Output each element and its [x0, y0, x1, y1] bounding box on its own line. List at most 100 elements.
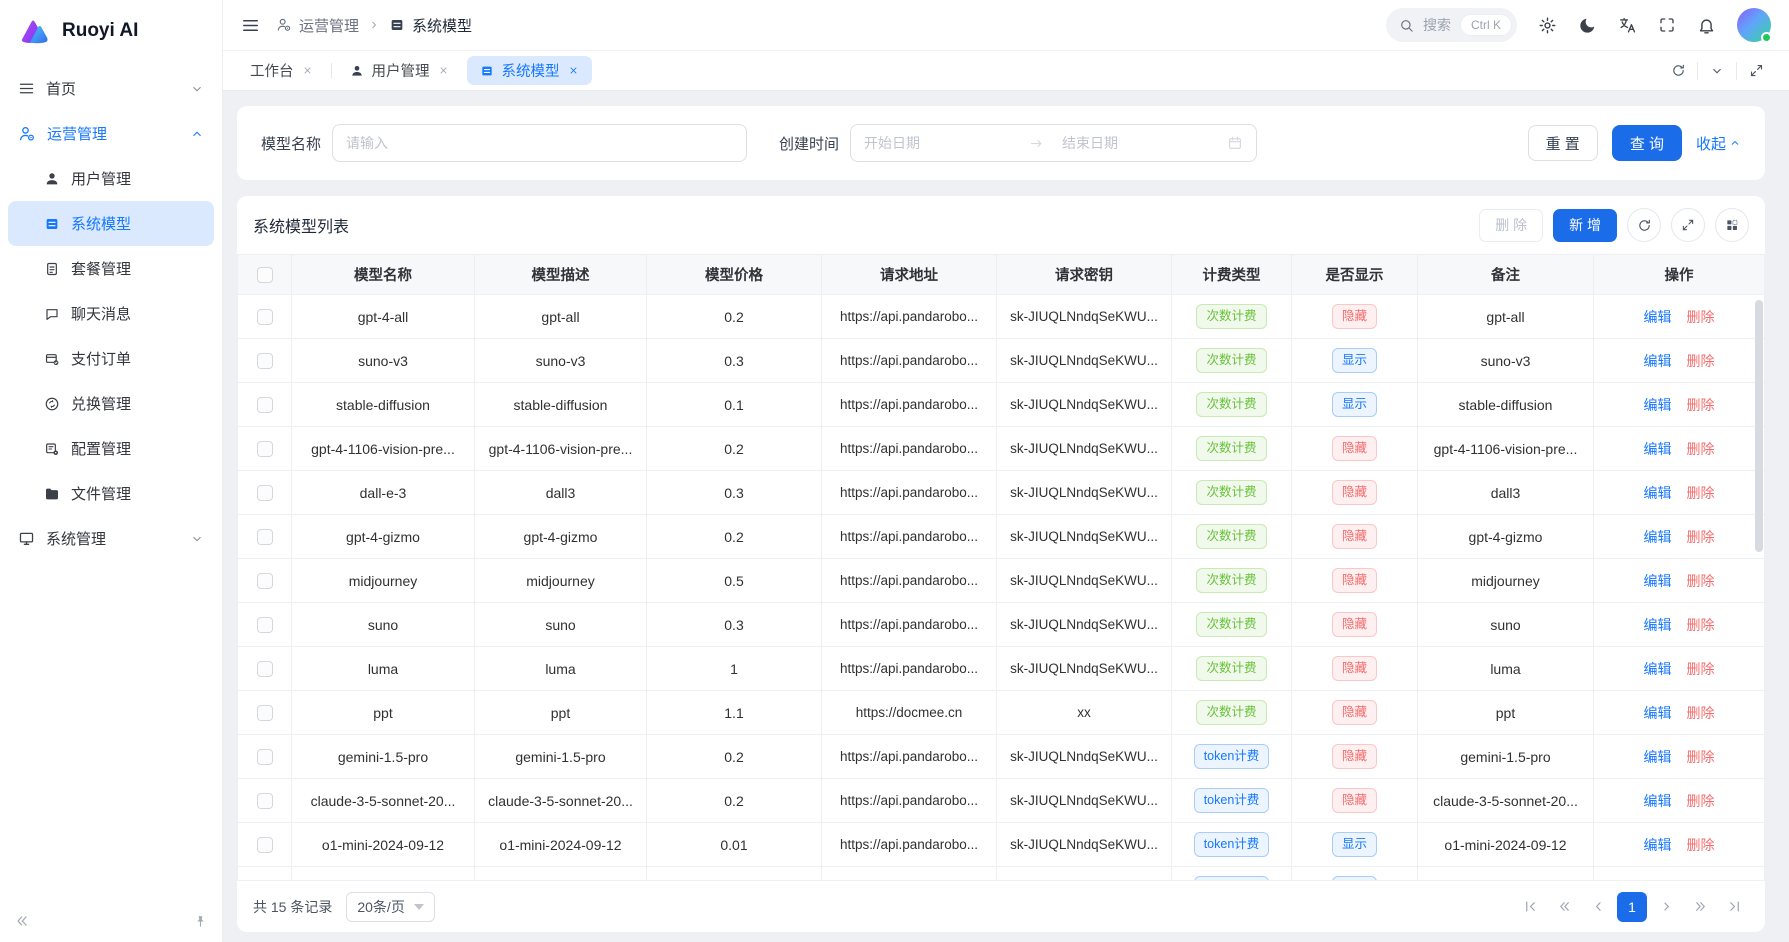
sidebar-item-user-management[interactable]: 用户管理	[8, 156, 214, 201]
edit-link[interactable]: 编辑	[1643, 396, 1672, 413]
delete-link[interactable]: 删除	[1686, 484, 1715, 501]
close-icon[interactable]	[568, 65, 579, 76]
row-checkbox[interactable]	[256, 661, 273, 678]
calendar-icon	[1229, 136, 1241, 149]
next-page-button[interactable]	[1651, 892, 1681, 922]
delete-link[interactable]: 删除	[1686, 836, 1715, 853]
edit-link[interactable]: 编辑	[1643, 308, 1672, 325]
list-icon	[391, 19, 403, 31]
caret-down-icon	[413, 903, 424, 910]
model-name-input[interactable]	[332, 124, 748, 162]
row-checkbox[interactable]	[256, 397, 273, 414]
sidebar-item-exchange[interactable]: 兑换管理	[8, 381, 214, 426]
cell-request-key: sk-JIUQLNndqSeKWU...	[996, 338, 1172, 383]
delete-link[interactable]: 删除	[1686, 308, 1715, 325]
row-checkbox[interactable]	[256, 309, 273, 326]
select-all-checkbox[interactable]	[256, 266, 273, 283]
cell-model-desc	[474, 866, 647, 880]
edit-link[interactable]: 编辑	[1643, 792, 1672, 809]
delete-link[interactable]: 删除	[1686, 704, 1715, 721]
create-time-range-picker[interactable]: 开始日期 结束日期	[850, 124, 1258, 162]
search-button[interactable]: 查 询	[1611, 125, 1682, 161]
first-page-button[interactable]	[1515, 892, 1545, 922]
translate-icon[interactable]	[1618, 16, 1637, 35]
reset-button[interactable]: 重 置	[1527, 125, 1598, 161]
sidebar-item-operations[interactable]: 运营管理	[8, 111, 214, 156]
edit-link[interactable]: 编辑	[1643, 528, 1672, 545]
tab-user-management[interactable]: 用户管理	[337, 56, 462, 85]
notifications-bell-icon[interactable]	[1697, 16, 1716, 35]
pin-icon[interactable]	[193, 914, 208, 929]
delete-link[interactable]: 删除	[1686, 748, 1715, 765]
tab-options-dropdown[interactable]	[1698, 58, 1736, 84]
row-checkbox[interactable]	[256, 793, 273, 810]
add-button[interactable]: 新 增	[1553, 208, 1617, 242]
delete-link[interactable]: 删除	[1686, 792, 1715, 809]
row-checkbox[interactable]	[256, 485, 273, 502]
sidebar-item-payment-orders[interactable]: 支付订单	[8, 336, 214, 381]
edit-link[interactable]: 编辑	[1643, 748, 1672, 765]
close-icon[interactable]	[302, 65, 313, 76]
table-row: o1-mini-2024-09-12 o1-mini-2024-09-12 0.01…	[237, 822, 1765, 867]
last-page-button[interactable]	[1719, 892, 1749, 922]
sidebar-item-packages[interactable]: 套餐管理	[8, 246, 214, 291]
prev-page-button[interactable]	[1583, 892, 1613, 922]
sidebar-item-label: 系统模型	[71, 216, 132, 233]
tab-system-models[interactable]: 系统模型	[466, 56, 592, 85]
delete-link[interactable]: 删除	[1686, 660, 1715, 677]
row-checkbox[interactable]	[256, 573, 273, 590]
delete-link[interactable]: 删除	[1686, 616, 1715, 633]
delete-link[interactable]: 删除	[1686, 352, 1715, 369]
cell-request-key: sk-JIUQLNndqSeKWU...	[996, 646, 1172, 691]
collapse-filters-link[interactable]: 收起	[1696, 133, 1741, 154]
prev-group-button[interactable]	[1549, 892, 1579, 922]
sidebar-item-system-models[interactable]: 系统模型	[8, 201, 214, 246]
row-checkbox[interactable]	[256, 617, 273, 634]
edit-link[interactable]: 编辑	[1643, 836, 1672, 853]
edit-link[interactable]: 编辑	[1643, 484, 1672, 501]
cell-model-name: gpt-4-all	[291, 294, 475, 339]
fullscreen-icon[interactable]	[1658, 16, 1676, 34]
global-search[interactable]: 搜索 Ctrl K	[1386, 8, 1517, 42]
collapse-sidebar-icon[interactable]	[14, 913, 30, 929]
sidebar-item-home[interactable]: 首页	[8, 66, 214, 111]
row-checkbox[interactable]	[256, 529, 273, 546]
page-number-button[interactable]: 1	[1617, 891, 1647, 922]
delete-link[interactable]: 删除	[1686, 528, 1715, 545]
delete-link[interactable]: 删除	[1686, 572, 1715, 589]
row-checkbox[interactable]	[256, 837, 273, 854]
sidebar-item-configuration[interactable]: 配置管理	[8, 426, 214, 471]
breadcrumb-parent[interactable]: 运营管理	[276, 15, 359, 36]
delete-link[interactable]: 删除	[1686, 440, 1715, 457]
page-size-select[interactable]: 20条/页	[346, 891, 435, 922]
scrollbar-thumb[interactable]	[1755, 300, 1763, 552]
edit-link[interactable]: 编辑	[1643, 440, 1672, 457]
chevron-right-icon	[372, 21, 376, 29]
refresh-table-button[interactable]	[1627, 208, 1661, 242]
maximize-content-button[interactable]	[1737, 58, 1775, 84]
fullscreen-table-button[interactable]	[1671, 208, 1705, 242]
tab-workbench[interactable]: 工作台	[237, 56, 326, 85]
column-settings-button[interactable]	[1715, 208, 1749, 242]
sidebar-item-system-management[interactable]: 系统管理	[8, 516, 214, 561]
row-checkbox[interactable]	[256, 749, 273, 766]
sidebar-item-chat-messages[interactable]: 聊天消息	[8, 291, 214, 336]
dark-mode-moon-icon[interactable]	[1578, 16, 1597, 35]
row-checkbox[interactable]	[256, 441, 273, 458]
edit-link[interactable]: 编辑	[1643, 616, 1672, 633]
refresh-tab-button[interactable]	[1659, 58, 1697, 84]
edit-link[interactable]: 编辑	[1643, 572, 1672, 589]
hamburger-menu-icon[interactable]	[241, 16, 260, 35]
close-icon[interactable]	[438, 65, 449, 76]
next-group-button[interactable]	[1685, 892, 1715, 922]
sidebar-item-files[interactable]: 文件管理	[8, 471, 214, 516]
row-checkbox[interactable]	[256, 353, 273, 370]
edit-link[interactable]: 编辑	[1643, 704, 1672, 721]
delete-link[interactable]: 删除	[1686, 396, 1715, 413]
delete-selected-button[interactable]: 删 除	[1479, 208, 1544, 242]
user-avatar[interactable]	[1737, 8, 1772, 43]
row-checkbox[interactable]	[256, 705, 273, 722]
edit-link[interactable]: 编辑	[1643, 660, 1672, 677]
edit-link[interactable]: 编辑	[1643, 352, 1672, 369]
settings-gear-icon[interactable]	[1538, 16, 1557, 35]
